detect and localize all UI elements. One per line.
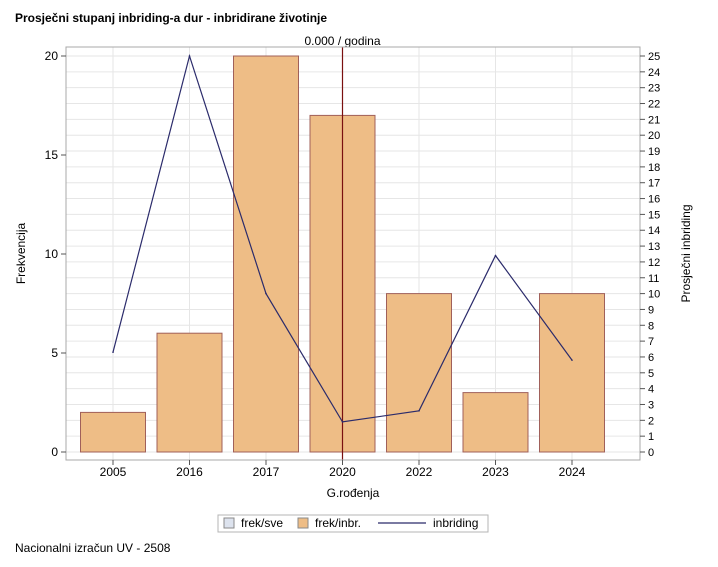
y2-tick-label: 10 bbox=[648, 289, 660, 301]
y2-tick-label: 16 bbox=[648, 194, 660, 206]
footer-note: Nacionalni izračun UV - 2508 bbox=[15, 541, 171, 555]
legend-label: frek/inbr. bbox=[315, 516, 361, 530]
legend-box bbox=[217, 514, 489, 533]
y2-tick-label: 2 bbox=[648, 415, 654, 427]
bar bbox=[386, 293, 452, 453]
y2-tick-label: 7 bbox=[648, 336, 654, 348]
line-series bbox=[112, 53, 573, 423]
y-tick-label: 10 bbox=[45, 247, 59, 261]
y2-tick-label: 20 bbox=[648, 130, 660, 142]
y-axis-label: Frekvencija bbox=[14, 223, 28, 285]
y2-tick-label: 18 bbox=[648, 162, 660, 174]
y2-tick-label: 9 bbox=[648, 304, 654, 316]
y2-tick-label: 14 bbox=[648, 225, 660, 237]
y2-tick-label: 15 bbox=[648, 209, 660, 221]
x-tick-label: 2017 bbox=[253, 465, 280, 479]
y2-tick-label: 21 bbox=[648, 114, 660, 126]
x-tick-label: 2020 bbox=[329, 465, 356, 479]
x-tick-label: 2005 bbox=[100, 465, 127, 479]
x-axis-label: G.rođenja bbox=[327, 486, 380, 500]
legend-label: frek/sve bbox=[241, 516, 283, 530]
y2-tick-label: 25 bbox=[648, 51, 660, 63]
y2-tick-label: 0 bbox=[648, 447, 654, 459]
y2-tick-label: 13 bbox=[648, 241, 660, 253]
y2-tick-label: 12 bbox=[648, 257, 660, 269]
y2-tick-label: 17 bbox=[648, 178, 660, 190]
legend-swatch bbox=[297, 517, 309, 529]
line-point bbox=[571, 359, 573, 361]
axes: 0510152001234567891011121314151617181920… bbox=[14, 49, 693, 500]
x-tick-label: 2016 bbox=[176, 465, 203, 479]
y-tick-label: 20 bbox=[45, 49, 59, 63]
y2-tick-label: 3 bbox=[648, 399, 654, 411]
y2-tick-label: 6 bbox=[648, 352, 654, 364]
y-tick-label: 5 bbox=[51, 346, 58, 360]
y2-axis-label: Prosječni inbriding bbox=[679, 204, 693, 302]
y2-tick-label: 5 bbox=[648, 368, 654, 380]
reference-line: 0.000 / godina bbox=[304, 34, 381, 460]
legend: frek/sve frek/inbr. inbriding bbox=[217, 514, 489, 533]
bar bbox=[156, 332, 223, 453]
x-tick-label: 2024 bbox=[559, 465, 586, 479]
legend-swatch bbox=[223, 517, 235, 529]
x-tick-label: 2023 bbox=[482, 465, 509, 479]
y-tick-label: 0 bbox=[51, 445, 58, 459]
y2-tick-label: 1 bbox=[648, 431, 654, 443]
y2-tick-label: 4 bbox=[648, 384, 654, 396]
x-tick-label: 2022 bbox=[406, 465, 433, 479]
line-point bbox=[341, 421, 344, 423]
line-point bbox=[265, 292, 267, 295]
y-tick-label: 15 bbox=[45, 148, 59, 162]
line-point bbox=[188, 55, 191, 57]
y2-tick-label: 24 bbox=[648, 67, 660, 79]
y2-tick-label: 22 bbox=[648, 99, 660, 111]
chart-title: Prosječni stupanj inbriding-a dur - inbr… bbox=[15, 11, 328, 25]
y2-tick-label: 11 bbox=[648, 273, 659, 285]
bar bbox=[462, 392, 529, 453]
bar bbox=[539, 293, 605, 453]
bar bbox=[233, 55, 299, 453]
y2-tick-label: 8 bbox=[648, 320, 654, 332]
reference-line-label: 0.000 / godina bbox=[304, 34, 380, 48]
line-point bbox=[112, 351, 114, 354]
line-point bbox=[418, 410, 420, 412]
y2-tick-label: 23 bbox=[648, 83, 660, 95]
y2-tick-label: 19 bbox=[648, 146, 660, 158]
bar bbox=[80, 411, 146, 453]
line-point bbox=[494, 254, 497, 257]
legend-label: inbriding bbox=[433, 516, 478, 530]
